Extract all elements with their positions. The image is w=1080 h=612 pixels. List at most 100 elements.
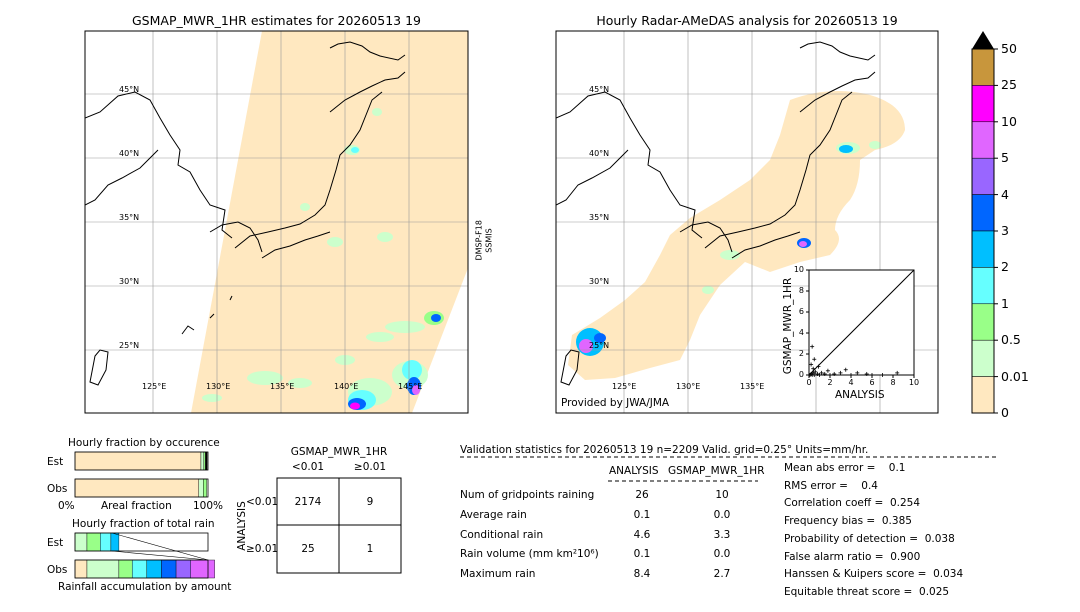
left-lat-40: 40°N [119,149,140,158]
scatter-xtick-label: 10 [908,378,920,387]
colorbar [971,31,998,414]
colorbar-segment [971,230,995,268]
scatter-point [816,364,821,369]
scatter-point [812,357,817,362]
left-grid [85,31,468,413]
stats-row-analysis: 8.4 [633,568,651,580]
fraction-bar-segment [175,559,191,579]
fraction-bar-frame [74,559,209,579]
scatter-point [817,373,822,377]
fraction-bar-segment [74,532,88,552]
contingency-cell: 25 [301,543,315,555]
stats-row-gsmap: 10 [715,489,729,501]
scatter-point [811,366,816,371]
scatter-point [880,373,885,377]
fraction-bar-segment [190,559,215,579]
scatter-point [843,367,848,372]
stats-row-label: Conditional rain [460,529,544,541]
scatter-point [810,344,815,349]
stats-score: Hanssen & Kuipers score = 0.034 [784,568,964,581]
stats-col-gsmap: GSMAP_MWR_1HR [668,465,765,477]
left-rain-patches [202,108,444,410]
colorbar-tick-label: 1 [1001,295,1009,311]
left-lon-135: 135°E [270,382,295,391]
stats-row-label: Average rain [460,509,527,521]
left-coastlines [85,41,406,386]
stats-row-analysis: 4.6 [633,529,651,541]
scatter-point [819,370,824,375]
colorbar-tick-label: 5 [1001,150,1009,166]
contingency-cell: 1 [366,543,374,555]
scatter-ytick-label: 6 [798,307,804,316]
occurrence-tick-0: 0% [58,500,75,512]
stats-row-label: Num of gridpoints raining [460,489,595,501]
colorbar-tick-label: 4 [1001,186,1009,202]
colorbar-segment [971,267,995,305]
stats-col-analysis: ANALYSIS [609,465,659,477]
total-rain-title: Hourly fraction of total rain [72,518,215,530]
contingency-col-1: <0.01 [291,461,325,473]
right-lat-40: 40°N [589,149,610,158]
left-lon-125: 125°E [142,382,167,391]
right-rain-patches [576,141,881,356]
scatter-point [813,369,818,374]
fraction-bar-segment [74,559,88,579]
colorbar-tick-label: 25 [1001,77,1017,93]
colorbar-tick-label: 0 [1001,405,1009,420]
scatter-point [825,368,830,373]
scatter-xtick-label: 4 [848,378,854,387]
total-rain-xlabel: Rainfall accumulation by amount [58,581,232,593]
right-lat-30: 30°N [589,277,610,286]
stats-row-analysis: 26 [635,489,649,501]
contingency-row-1: <0.01 [246,496,279,508]
colorbar-tick-label: 50 [1001,41,1017,56]
fraction-bar-segment [146,559,162,579]
fraction-bar-segment [131,559,148,579]
stats-score: False alarm ratio = 0.900 [784,550,921,563]
scatter-point [812,373,817,377]
colorbar-tick-label: 3 [1001,223,1009,238]
radar-coverage [568,91,905,380]
stats-row-analysis: 0.1 [633,548,651,560]
total-rain-obs-label: Obs [47,564,68,576]
occurrence-est-label: Est [47,456,64,468]
stats-row-label: Maximum rain [460,568,536,580]
scatter-xtick-label: 2 [827,378,833,387]
right-lon-135: 135°E [740,382,765,391]
inset-scatter [806,269,915,378]
right-coastlines [556,41,876,386]
fraction-bar-segment [74,478,199,498]
fraction-bar-segment [100,532,112,552]
colorbar-segment [971,157,995,195]
scatter-point [809,362,814,367]
right-lat-45: 45°N [589,85,610,94]
colorbar-extend-arrow [972,31,994,49]
stats-score: Probability of detection = 0.038 [784,532,955,545]
fraction-bar-frame [74,532,209,552]
left-lon-145: 145°E [398,382,423,391]
one-to-one-line [808,269,915,376]
colorbar-segment [971,376,995,414]
scatter-xlabel: ANALYSIS [835,389,885,401]
fraction-bar-frame [74,451,209,471]
scatter-point [838,370,843,375]
left-map-title: GSMAP_MWR_1HR estimates for 20260513 19 [132,13,421,28]
scatter-point [849,373,853,377]
fraction-bar-segment [200,451,205,471]
left-lon-140: 140°E [334,382,359,391]
colorbar-segment [971,48,995,86]
fraction-bar-segment [161,559,177,579]
scatter-ytick-label: 8 [798,286,804,295]
colorbar-tick-label: 0.01 [1001,368,1029,384]
scatter-ytick-label: 0 [798,370,804,379]
stats-row-gsmap: 0.0 [713,548,731,560]
colorbar-segment [971,339,995,377]
left-map-frame [84,30,469,414]
sensor-label-2: SSMIS [484,228,494,253]
fraction-bar-segment [86,532,101,552]
fraction-bar-segment [110,532,120,552]
right-map [556,31,938,413]
occurrence-title: Hourly fraction by occurence [68,437,220,449]
fraction-bar-segment [203,478,207,498]
